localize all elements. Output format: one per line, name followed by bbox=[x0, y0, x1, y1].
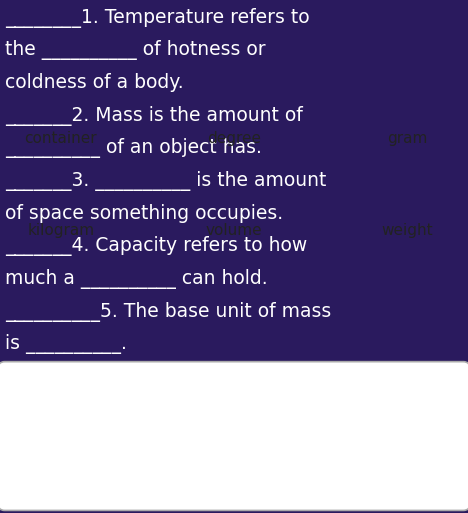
Text: __________ of an object has.: __________ of an object has. bbox=[5, 139, 262, 159]
Text: the __________ of hotness or: the __________ of hotness or bbox=[5, 41, 265, 61]
Text: of space something occupies.: of space something occupies. bbox=[5, 204, 283, 223]
Text: gram: gram bbox=[387, 131, 427, 146]
Text: volume: volume bbox=[206, 223, 262, 239]
Text: coldness of a body.: coldness of a body. bbox=[5, 73, 183, 92]
Text: container: container bbox=[24, 131, 97, 146]
Text: is __________.: is __________. bbox=[5, 334, 126, 354]
FancyBboxPatch shape bbox=[0, 362, 468, 510]
Text: _______3. __________ is the amount: _______3. __________ is the amount bbox=[5, 171, 326, 191]
Text: much a __________ can hold.: much a __________ can hold. bbox=[5, 269, 267, 289]
Text: _______2. Mass is the amount of: _______2. Mass is the amount of bbox=[5, 106, 302, 126]
Text: kilogram: kilogram bbox=[27, 223, 95, 239]
Text: degree: degree bbox=[207, 131, 261, 146]
Text: ________1. Temperature refers to: ________1. Temperature refers to bbox=[5, 8, 309, 28]
Text: _______4. Capacity refers to how: _______4. Capacity refers to how bbox=[5, 236, 307, 256]
Text: __________5. The base unit of mass: __________5. The base unit of mass bbox=[5, 302, 331, 322]
Text: weight: weight bbox=[381, 223, 433, 239]
